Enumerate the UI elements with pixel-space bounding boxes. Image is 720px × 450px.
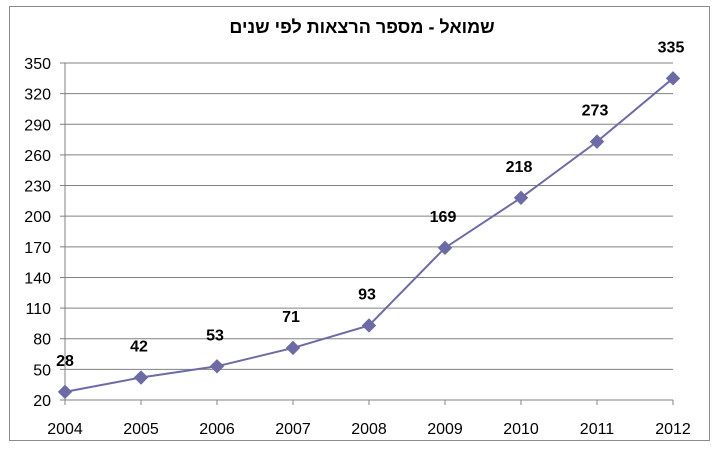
data-point-marker — [437, 240, 453, 256]
y-axis-ticks: 20 50 80 110 140 170 200 230 260 290 320 350 — [24, 56, 51, 410]
data-label: 93 — [358, 286, 376, 303]
y-tick-label: 350 — [24, 56, 51, 73]
data-label: 169 — [430, 209, 457, 226]
chart-title: שמואל - מספר הרצאות לפי שנים — [229, 17, 494, 37]
y-tick-label: 80 — [33, 332, 51, 349]
y-tick-label: 20 — [33, 393, 51, 410]
y-tick-label: 260 — [24, 148, 51, 165]
axes — [60, 62, 674, 405]
data-point-marker — [665, 71, 681, 86]
x-axis-ticks: 2004 2005 2006 2007 2008 2009 2010 2011 2012 — [47, 421, 691, 438]
y-tick-label: 140 — [24, 270, 51, 287]
data-label: 53 — [206, 327, 224, 344]
data-point-marker — [209, 359, 225, 374]
x-tick-label: 2008 — [351, 421, 387, 438]
chart-frame — [9, 6, 710, 441]
data-label: 273 — [582, 103, 609, 120]
x-tick-label: 2009 — [427, 421, 463, 438]
data-label: 42 — [130, 339, 148, 356]
series-line-path — [64, 77, 674, 393]
y-tick-label: 320 — [24, 87, 51, 104]
series-line — [64, 77, 674, 393]
data-label: 335 — [658, 39, 685, 56]
y-tick-label: 200 — [24, 209, 51, 226]
data-label: 71 — [282, 309, 300, 326]
data-point-marker — [589, 134, 605, 149]
y-tick-label: 170 — [24, 240, 51, 257]
data-label: 218 — [506, 159, 533, 176]
data-point-marker — [513, 190, 529, 206]
data-point-marker — [361, 318, 377, 333]
grid-lines — [65, 62, 673, 370]
x-tick-label: 2005 — [123, 421, 159, 438]
x-tick-label: 2012 — [655, 421, 691, 438]
y-tick-label: 50 — [33, 362, 51, 379]
y-tick-label: 110 — [25, 301, 51, 318]
y-tick-label: 290 — [24, 117, 51, 134]
x-tick-label: 2004 — [47, 421, 83, 438]
series-markers — [57, 71, 681, 400]
x-tick-label: 2010 — [503, 421, 539, 438]
data-label: 28 — [56, 353, 74, 370]
data-point-marker — [285, 340, 301, 356]
data-labels: 28 42 53 71 93 169 218 273 335 — [56, 39, 684, 370]
x-tick-label: 2011 — [580, 421, 615, 438]
x-tick-label: 2007 — [275, 421, 311, 438]
y-tick-label: 230 — [24, 179, 51, 196]
data-point-marker — [133, 370, 149, 385]
data-point-marker — [57, 384, 73, 400]
x-tick-label: 2006 — [199, 421, 235, 438]
